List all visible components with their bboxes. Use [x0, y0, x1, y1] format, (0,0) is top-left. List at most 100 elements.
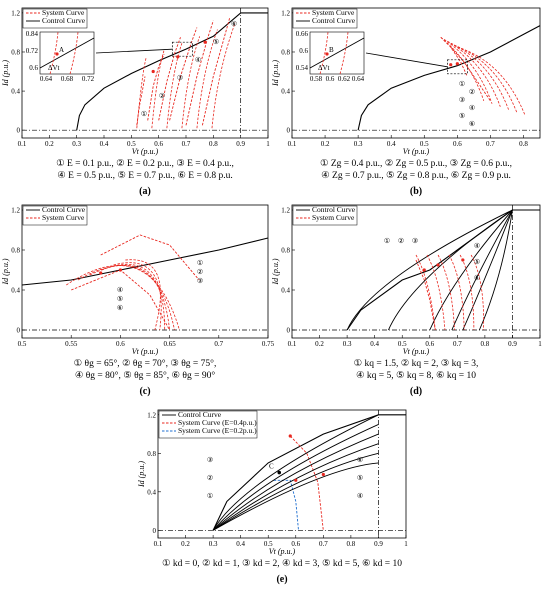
legend-entry: Control Curve	[312, 205, 356, 214]
x-tick-label: 1	[266, 140, 270, 148]
inset-x-tick: 0.72	[82, 75, 95, 83]
x-tick-label: 0.1	[288, 340, 297, 348]
intersection-point	[422, 268, 426, 272]
legend-box	[292, 8, 358, 29]
series-control-0	[76, 12, 268, 131]
circled-label: ⑤	[357, 474, 363, 482]
x-tick-label: 0.3	[343, 340, 352, 348]
x-tick-label: 0.5	[18, 340, 27, 348]
panel-label: (d)	[410, 386, 422, 397]
y-tick-label: 0	[153, 527, 157, 535]
y-axis-label: Id (p.u.)	[1, 60, 10, 87]
legend-box	[158, 410, 258, 439]
system-curve	[457, 46, 526, 116]
inset-point	[325, 52, 329, 56]
inset-y-tick: 0.84	[26, 30, 39, 38]
circled-label: ⑥	[474, 274, 480, 282]
y-tick-label: 1.2	[281, 207, 290, 215]
x-axis-label: Vt (p.u.)	[132, 147, 159, 156]
y-tick-label: 1.2	[11, 207, 20, 215]
legend-entry: Control Curve	[42, 16, 86, 25]
caption-line: ① kd = 0, ② kd = 1, ③ kd = 2, ④ kd = 3, …	[162, 558, 402, 569]
y-tick-label: 0	[287, 327, 291, 335]
x-tick-label: 0.6	[425, 340, 434, 348]
control-curve-family	[212, 414, 379, 531]
plot-frame	[21, 204, 269, 339]
control-curve-family	[462, 209, 513, 331]
circled-label: ②	[207, 474, 213, 482]
control-curve-family	[346, 209, 513, 331]
series-system-5	[185, 20, 214, 126]
legend-entry: System Curve	[42, 8, 85, 17]
inset-control	[39, 37, 95, 69]
circled-label: ⑤	[459, 112, 465, 120]
caption-line: ① kq = 1.5, ② kq = 2, ③ kq = 3,	[354, 358, 479, 369]
system-curve	[125, 259, 161, 331]
inset-x-tick: 0.62	[338, 75, 351, 83]
intersection-point	[294, 478, 298, 482]
inset-y-tick: 0.54	[296, 64, 309, 72]
inset-x-tick: 0.68	[61, 75, 74, 83]
x-tick-label: 0.2	[315, 340, 324, 348]
intersection-point	[99, 271, 103, 275]
x-axis-label: Vt (p.u.)	[403, 347, 430, 356]
panel-label: (c)	[139, 386, 150, 397]
y-tick-label: 1.2	[11, 9, 20, 17]
series-system-3	[158, 37, 181, 121]
control-curve-family	[478, 209, 513, 331]
inset-control	[309, 37, 365, 69]
x-tick-label: 0.5	[398, 340, 407, 348]
control-curve-family	[212, 462, 379, 531]
panel-b: 0.1 0.2 0.3 0.4 0.5 0.6 0.7 0.8 0 0.4 0.8 1.2 Vt (p.…	[271, 7, 541, 197]
x-tick-label: 0.7	[486, 140, 495, 148]
series-system-2	[71, 269, 170, 331]
circled-label: ⑤	[474, 258, 480, 266]
y-tick-label: 0.4	[11, 88, 20, 96]
circled-label: ①	[141, 110, 147, 118]
intersection-point	[449, 63, 453, 67]
y-tick-label: 1.2	[147, 411, 156, 419]
x-tick-label: 0.4	[100, 140, 109, 148]
intersection-point	[151, 69, 155, 74]
panel-label: (e)	[276, 574, 287, 585]
circled-label: ④	[357, 492, 363, 500]
intersection-point	[203, 40, 207, 44]
panel-label: (a)	[139, 186, 151, 197]
plot-frame	[291, 204, 541, 339]
y-axis-label: Id (p.u.)	[271, 258, 280, 285]
y-tick-label: 0.4	[281, 88, 290, 96]
y-tick-label: 0	[287, 127, 291, 135]
circled-label: ②	[197, 268, 203, 276]
inset-y-tick: 0.6	[299, 47, 308, 55]
caption-line: ① E = 0.1 p.u., ② E = 0.2 p.u., ③ E = 0.…	[56, 158, 234, 169]
x-axis-label: Vt (p.u.)	[132, 347, 159, 356]
x-tick-label: 0.4	[370, 340, 379, 348]
panel-c: 0.5 0.55 0.6 0.65 0.7 0.75 0 0.4 0.8 1.2 Vt (p.u.)…	[1, 204, 275, 397]
x-tick-label: 0.4	[387, 140, 396, 148]
inset-system	[49, 31, 59, 75]
circled-label: ⑤	[117, 295, 123, 303]
x-tick-label: 0.9	[236, 140, 245, 148]
legend-entry: Control Curve	[312, 16, 356, 25]
caption-line: ④ Zg = 0.7 p.u., ⑤ Zg = 0.8 p.u., ⑥ Zg =…	[321, 170, 511, 181]
legend-box	[22, 8, 88, 29]
y-tick-label: 0.4	[11, 287, 20, 295]
system-curve	[211, 22, 236, 129]
inset-y-tick: 0.66	[296, 30, 309, 38]
legend-box	[292, 205, 358, 226]
caption-line: ① Zg = 0.4 p.u., ② Zg = 0.5 p.u., ③ Zg =…	[320, 158, 512, 169]
intersection-point	[461, 258, 465, 262]
intersection-point	[118, 268, 122, 272]
y-tick-label: 0.8	[281, 247, 290, 255]
legend-entry: System Curve	[312, 8, 355, 17]
control-curve-family	[451, 209, 513, 331]
intersection-point	[321, 472, 325, 477]
system-curve	[443, 38, 493, 104]
x-tick-label: 0.5	[264, 540, 273, 548]
control-curve-family	[212, 433, 379, 531]
